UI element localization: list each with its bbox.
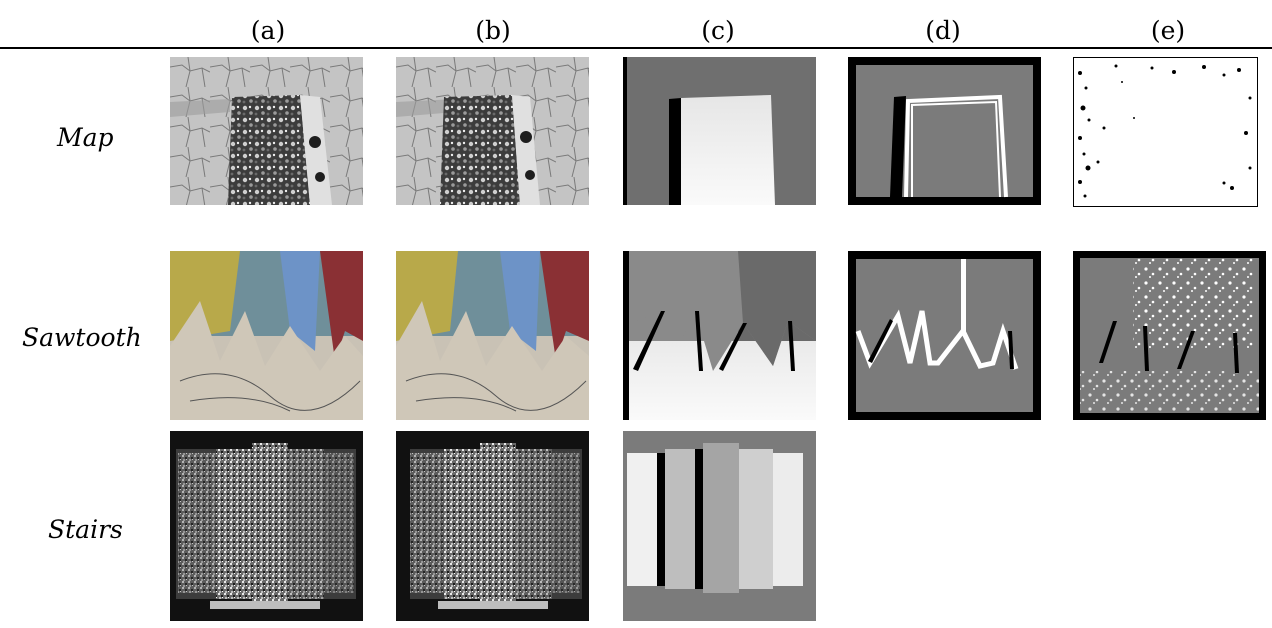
column-heading-d: (d): [925, 16, 961, 45]
row-label-map: Map: [57, 123, 114, 152]
row-label-sawtooth: Sawtooth: [22, 323, 142, 352]
column-heading-a: (a): [250, 16, 286, 45]
sawtooth-right-image: [396, 251, 589, 420]
stairs-disparity: [623, 431, 816, 621]
map-left-image: [170, 57, 363, 205]
map-right-image: [396, 57, 589, 205]
sawtooth-disparity: [623, 251, 816, 420]
sawtooth-left-image: [170, 251, 363, 420]
column-heading-e: (e): [1150, 16, 1186, 45]
row-label-stairs: Stairs: [48, 515, 123, 544]
column-heading-c: (c): [701, 16, 735, 45]
sawtooth-error: [1073, 251, 1266, 420]
column-heading-b: (b): [475, 16, 511, 45]
stairs-right-image: [396, 431, 589, 621]
sawtooth-discontinuity: [848, 251, 1041, 420]
map-disparity: [623, 57, 816, 205]
map-error: [1073, 57, 1258, 207]
map-discontinuity: [848, 57, 1041, 205]
header-rule: [0, 47, 1272, 49]
stairs-left-image: [170, 431, 363, 621]
